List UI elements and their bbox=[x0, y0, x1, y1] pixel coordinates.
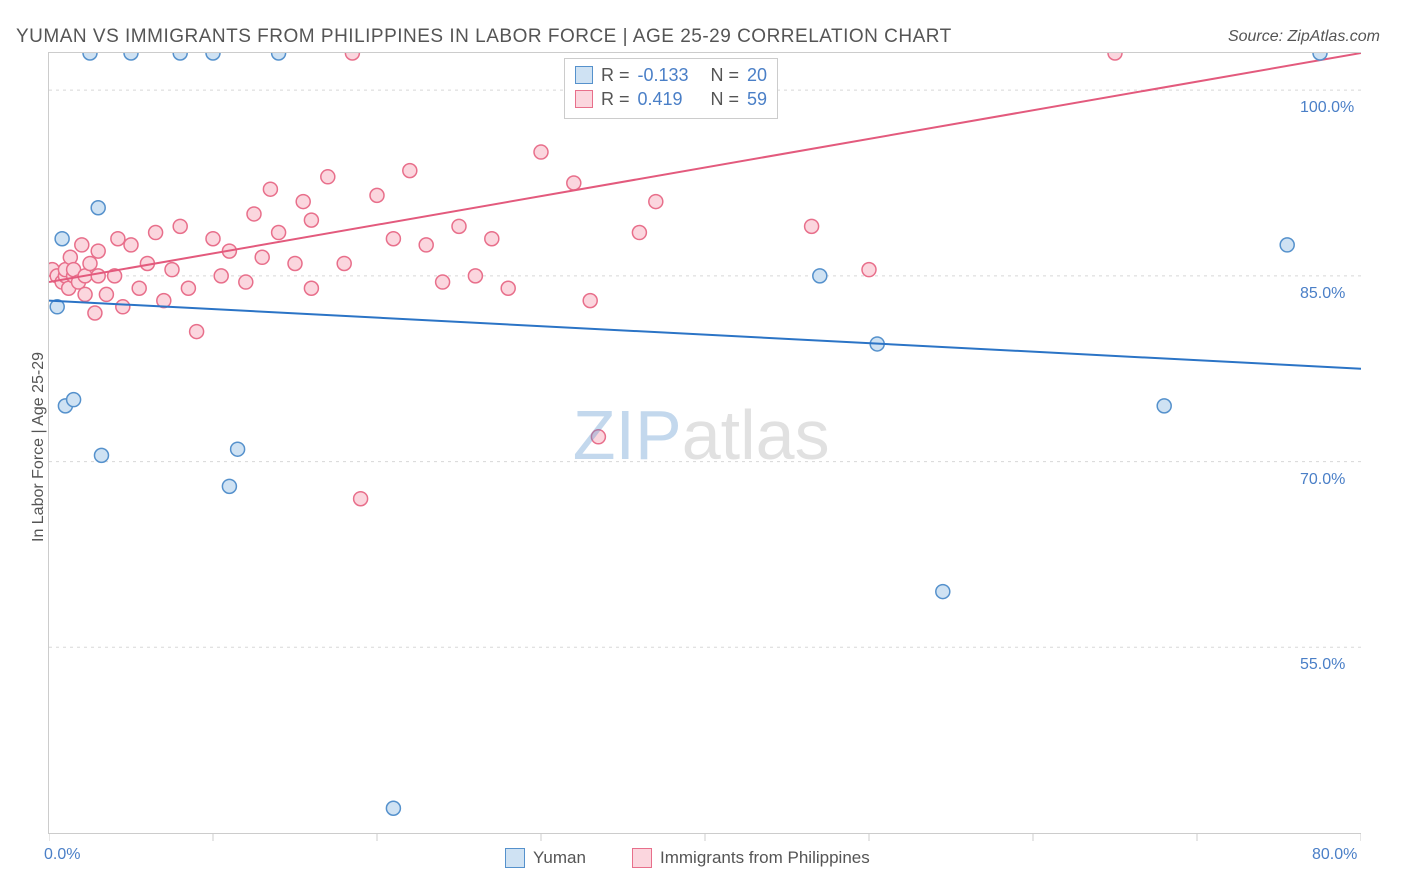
watermark-part2: atlas bbox=[682, 396, 830, 474]
stat-r-value-yuman: -0.133 bbox=[638, 63, 698, 87]
stat-n-label: N = bbox=[706, 87, 740, 111]
swatch-phil bbox=[575, 90, 593, 108]
source-label: Source: ZipAtlas.com bbox=[1228, 28, 1380, 46]
y-tick-label: 70.0% bbox=[1300, 471, 1345, 489]
swatch-yuman bbox=[505, 848, 525, 868]
y-tick-label: 85.0% bbox=[1300, 285, 1345, 303]
stat-n-value-phil: 59 bbox=[747, 87, 767, 111]
y-tick-label: 100.0% bbox=[1300, 99, 1354, 117]
y-axis-label: In Labor Force | Age 25-29 bbox=[30, 352, 48, 542]
stat-n-value-yuman: 20 bbox=[747, 63, 767, 87]
stat-r-label: R = bbox=[601, 87, 630, 111]
legend-item-phil: Immigrants from Philippines bbox=[632, 848, 870, 868]
stat-n-label: N = bbox=[706, 63, 740, 87]
stats-legend-box: R = -0.133 N = 20 R = 0.419 N = 59 bbox=[564, 58, 778, 119]
legend-label-yuman: Yuman bbox=[533, 848, 586, 868]
y-tick-label: 55.0% bbox=[1300, 656, 1345, 674]
stat-r-value-phil: 0.419 bbox=[638, 87, 698, 111]
legend-item-yuman: Yuman bbox=[505, 848, 586, 868]
swatch-yuman bbox=[575, 66, 593, 84]
x-tick-label: 80.0% bbox=[1312, 846, 1357, 864]
watermark-part1: ZIP bbox=[573, 396, 682, 474]
swatch-phil bbox=[632, 848, 652, 868]
stats-row-yuman: R = -0.133 N = 20 bbox=[575, 63, 767, 87]
chart-title: YUMAN VS IMMIGRANTS FROM PHILIPPINES IN … bbox=[16, 26, 952, 48]
stat-r-label: R = bbox=[601, 63, 630, 87]
x-tick-label: 0.0% bbox=[44, 846, 80, 864]
legend-label-phil: Immigrants from Philippines bbox=[660, 848, 870, 868]
watermark: ZIPatlas bbox=[573, 395, 830, 475]
stats-row-phil: R = 0.419 N = 59 bbox=[575, 87, 767, 111]
